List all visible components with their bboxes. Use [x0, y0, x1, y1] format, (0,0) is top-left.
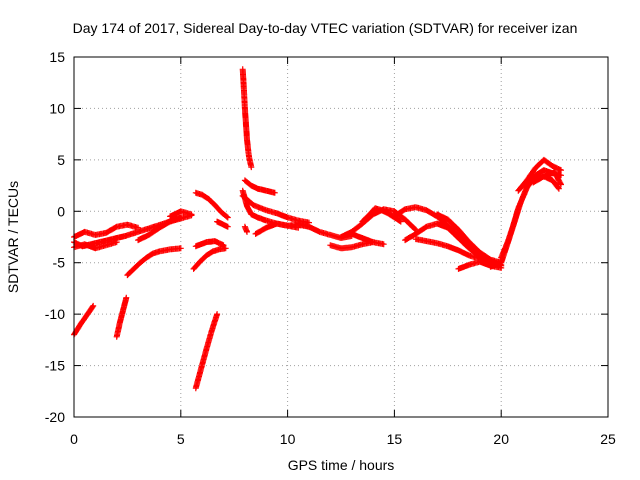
series-arc-a5: [113, 294, 130, 340]
x-axis-label: GPS time / hours: [288, 457, 395, 473]
series-arc-b2: [190, 245, 229, 272]
series-arc-b1: [192, 311, 221, 392]
series-arc-a7: [135, 212, 195, 244]
x-tick-label: 0: [70, 431, 78, 447]
plus-markers: [214, 218, 231, 230]
series-arc-e3: [348, 230, 387, 248]
plus-markers: [434, 211, 505, 266]
plus-markers: [71, 239, 120, 252]
data-marks: [71, 66, 564, 392]
x-tick-label: 25: [600, 431, 616, 447]
y-tick-label: -15: [45, 358, 65, 374]
plus-markers: [241, 223, 250, 235]
series-arc-f4: [434, 211, 505, 266]
plus-markers: [135, 212, 195, 244]
series-arc-b5: [214, 218, 231, 230]
series-arc-c5: [241, 223, 250, 235]
plus-markers: [124, 245, 184, 279]
axis-ticks: 0 5 10 15 20 25 -20 -15 -10 -5 0 5 10 15: [45, 49, 616, 447]
y-tick-label: -10: [45, 306, 65, 322]
y-tick-label: 15: [49, 49, 65, 65]
series-arc-c3: [241, 177, 278, 196]
series-arc-d2: [295, 220, 355, 241]
series-arc-g4: [530, 169, 564, 188]
x-tick-label: 20: [493, 431, 509, 447]
plus-markers: [241, 177, 278, 196]
plus-markers: [530, 169, 564, 188]
series-arc-g3: [515, 156, 564, 194]
plus-markers: [71, 302, 97, 338]
series-arc-a4: [71, 239, 120, 252]
series-arc-a1: [71, 302, 97, 338]
plus-markers: [190, 245, 229, 272]
series-arc-g2: [498, 172, 562, 261]
plus-markers: [113, 294, 130, 340]
y-tick-label: 10: [49, 100, 65, 116]
plus-markers: [498, 172, 562, 261]
series-arc-f3: [412, 236, 483, 262]
series-arc-c4: [239, 192, 312, 226]
y-tick-label: -5: [53, 255, 66, 271]
x-tick-label: 10: [280, 431, 296, 447]
plus-markers: [239, 192, 312, 226]
y-tick-label: 0: [57, 203, 65, 219]
series-arc-b4: [192, 189, 231, 221]
series-arc-b3: [192, 238, 227, 250]
series-arc-a8: [167, 208, 195, 220]
y-axis-label: SDTVAR / TECUs: [5, 181, 21, 293]
x-tick-label: 5: [177, 431, 185, 447]
plus-markers: [412, 236, 483, 262]
y-tick-label: -20: [45, 409, 65, 425]
plot-frame: [73, 56, 609, 418]
plus-markers: [515, 156, 564, 194]
chart-title: Day 174 of 2017, Sidereal Day-to-day VTE…: [73, 20, 578, 36]
series-arc-c1: [239, 66, 255, 171]
plus-markers: [192, 311, 221, 392]
plus-markers: [348, 230, 387, 248]
plus-markers: [295, 220, 355, 241]
x-tick-label: 15: [387, 431, 403, 447]
y-tick-label: 5: [57, 152, 65, 168]
plus-markers: [192, 238, 227, 250]
plus-markers: [239, 66, 255, 171]
plus-markers: [167, 208, 195, 220]
series-arc-a6: [124, 245, 184, 279]
plus-markers: [192, 189, 231, 221]
